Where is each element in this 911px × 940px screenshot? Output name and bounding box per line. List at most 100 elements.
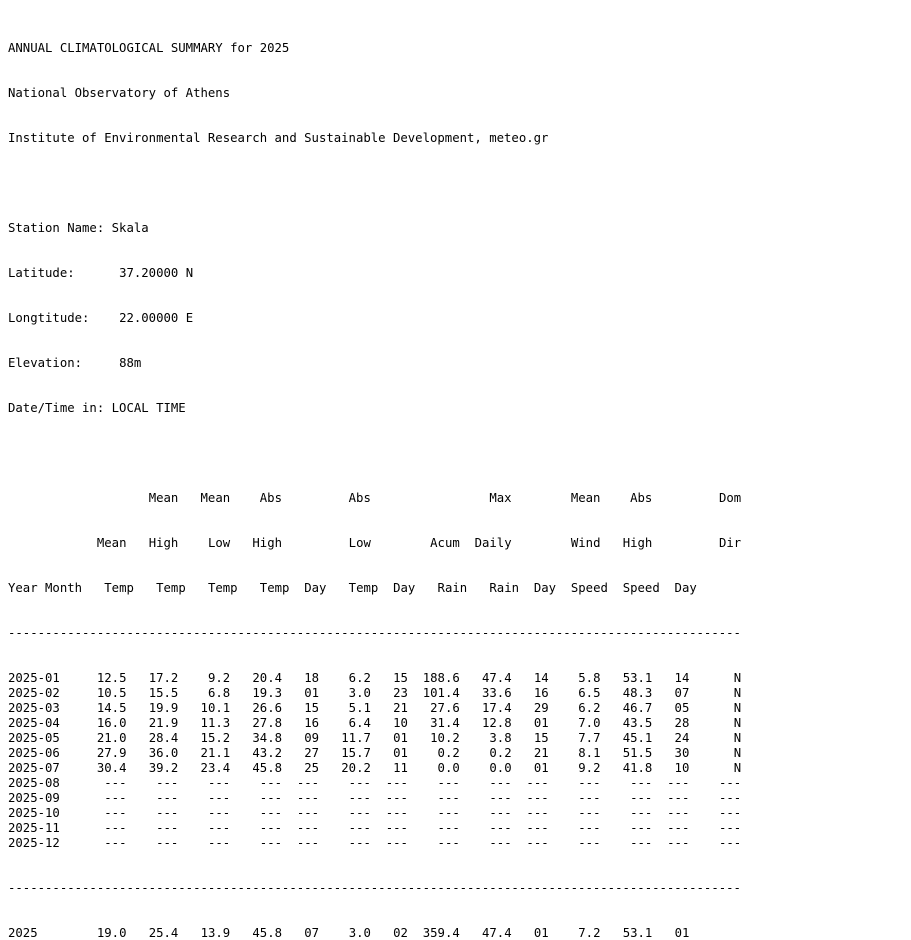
table-cell: 21	[533, 746, 549, 760]
table-cell: 2025-08	[8, 776, 60, 790]
column-header: Low	[207, 536, 231, 550]
table-cell: ---	[156, 806, 179, 820]
column-header: Daily	[474, 536, 512, 550]
table-cell: 48.3	[622, 686, 653, 700]
column-header: Abs	[348, 491, 371, 505]
table-cell: 14	[674, 671, 690, 685]
table-cell: ---	[385, 821, 408, 835]
table-cell: 9.2	[578, 761, 601, 775]
table-cell: 11	[393, 761, 408, 775]
table-cell: N	[733, 671, 742, 685]
table-cell: 25.4	[148, 926, 179, 940]
column-header: High	[622, 536, 653, 550]
column-header: Low	[348, 536, 371, 550]
table-cell: 5.1	[348, 701, 371, 715]
table-cell: 21.1	[200, 746, 231, 760]
table-cell: ---	[348, 836, 371, 850]
table-cell: 43.5	[622, 716, 653, 730]
table-cell: ---	[348, 776, 371, 790]
table-row: 2025-08 --- --- --- --- --- --- --- --- …	[8, 776, 911, 791]
table-cell: 188.6	[422, 671, 460, 685]
elevation-line: Elevation: 88m	[8, 356, 911, 371]
table-cell: 23	[393, 686, 408, 700]
table-cell: N	[733, 731, 742, 745]
table-cell: N	[733, 716, 742, 730]
table-cell: ---	[385, 836, 408, 850]
column-header: Mean	[148, 491, 179, 505]
table-cell: 01	[674, 926, 690, 940]
table-cell: ---	[526, 806, 549, 820]
table-cell: 01	[393, 746, 408, 760]
table-cell: 41.8	[622, 761, 653, 775]
table-cell: 16.0	[96, 716, 127, 730]
table-cell: 2025-01	[8, 671, 60, 685]
table-cell: ---	[718, 791, 742, 805]
table-cell: 2025-09	[8, 791, 60, 805]
table-cell: 2025-10	[8, 806, 60, 820]
table-cell: 01	[393, 731, 408, 745]
table-cell: 0.0	[489, 761, 512, 775]
table-cell: ---	[526, 821, 549, 835]
table-cell: 27.8	[252, 716, 283, 730]
table-cell: ---	[207, 821, 231, 835]
table-cell: 53.1	[622, 926, 653, 940]
table-cell: 7.0	[578, 716, 601, 730]
table-cell: 51.5	[622, 746, 653, 760]
table-cell: ---	[156, 791, 179, 805]
table-cell: 39.2	[148, 761, 179, 775]
column-header: Wind	[570, 536, 601, 550]
table-cell: 18	[304, 671, 320, 685]
table-cell: ---	[667, 821, 690, 835]
column-header: Temp	[156, 581, 186, 595]
table-cell: ---	[667, 806, 690, 820]
latitude-value: 37.20000 N	[119, 266, 194, 280]
column-header: Dir	[718, 536, 742, 550]
table-cell: 359.4	[422, 926, 460, 940]
table-cell: 2025-11	[8, 821, 60, 835]
table-cell: ---	[489, 791, 512, 805]
datetime-line: Date/Time in: LOCAL TIME	[8, 401, 911, 416]
table-cell: 2025-07	[8, 761, 60, 775]
table-cell: 0.0	[437, 761, 460, 775]
table-cell: ---	[526, 836, 549, 850]
table-cell: ---	[104, 776, 127, 790]
table-cell: 6.8	[207, 686, 231, 700]
table-cell: 6.2	[578, 701, 601, 715]
station-name-line: Station Name: Skala	[8, 221, 911, 236]
table-cell: ---	[630, 821, 653, 835]
table-cell: ---	[296, 776, 320, 790]
column-header: High	[252, 536, 283, 550]
spacer	[8, 446, 911, 461]
table-cell: 47.4	[481, 671, 512, 685]
table-cell: 15.7	[341, 746, 371, 760]
column-header: Mean	[96, 536, 127, 550]
table-cell: ---	[437, 791, 460, 805]
table-row: 2025-02 10.5 15.5 6.8 19.3 01 3.0 23 101…	[8, 686, 911, 701]
table-row: 2025-05 21.0 28.4 15.2 34.8 09 11.7 01 1…	[8, 731, 911, 746]
table-cell: 6.2	[348, 671, 371, 685]
table-cell: 2025-04	[8, 716, 60, 730]
table-row: 2025-04 16.0 21.9 11.3 27.8 16 6.4 10 31…	[8, 716, 911, 731]
table-cell: ---	[207, 836, 231, 850]
table-cell: 10.1	[200, 701, 231, 715]
station-name-value: Skala	[111, 221, 149, 235]
table-cell: N	[733, 746, 742, 760]
table-cell: 45.1	[622, 731, 653, 745]
table-cell: ---	[385, 776, 408, 790]
table-cell: ---	[385, 806, 408, 820]
table-cell: 19.3	[252, 686, 283, 700]
table-cell: 15	[304, 701, 320, 715]
column-header: Year Month	[8, 581, 83, 595]
table-cell: ---	[104, 806, 127, 820]
table-cell: 45.8	[252, 761, 283, 775]
table-cell: 20.4	[252, 671, 283, 685]
table-cell: 21	[393, 701, 408, 715]
table-cell: ---	[437, 806, 460, 820]
table-cell: 13.9	[200, 926, 231, 940]
table-cell: N	[733, 701, 742, 715]
table-cell: ---	[578, 776, 601, 790]
table-cell: 10	[674, 761, 690, 775]
table-cell: 17.4	[481, 701, 512, 715]
table-cell: ---	[630, 791, 653, 805]
